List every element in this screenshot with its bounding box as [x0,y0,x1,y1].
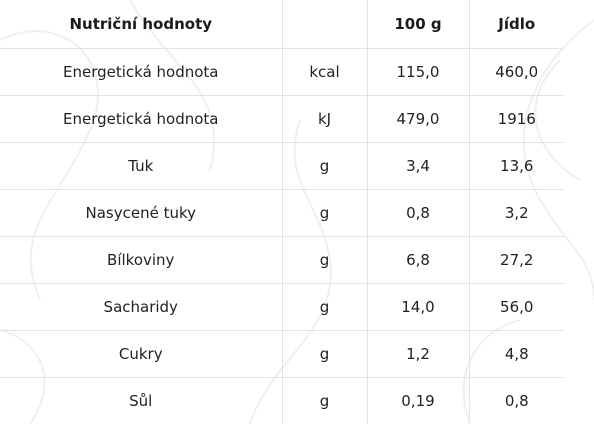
nutrient-unit: g [281,377,367,424]
table-row: Sacharidy g 14,0 56,0 [0,283,564,331]
nutrient-per-100g: 479,0 [366,95,469,143]
table-header-row: Nutriční hodnoty 100 g Jídlo [0,0,564,49]
header-unit [281,0,367,49]
table-row: Sůl g 0,19 0,8 [0,377,564,424]
nutrient-unit: g [281,142,367,190]
nutrient-unit: g [281,283,367,331]
nutrient-unit: g [281,189,367,237]
nutrient-per-100g: 0,19 [366,377,469,424]
table-row: Energetická hodnota kJ 479,0 1916 [0,95,564,143]
header-nutrition-values: Nutriční hodnoty [0,0,282,49]
nutrient-per-100g: 14,0 [366,283,469,331]
nutrient-name: Nasycené tuky [0,189,282,237]
nutrient-unit: g [281,236,367,284]
nutrient-name: Sacharidy [0,283,282,331]
nutrient-per-meal: 3,2 [468,189,564,237]
table-row: Bílkoviny g 6,8 27,2 [0,236,564,284]
nutrient-name: Bílkoviny [0,236,282,284]
header-per-meal: Jídlo [468,0,564,49]
nutrient-name: Energetická hodnota [0,95,282,143]
table-row: Tuk g 3,4 13,6 [0,142,564,190]
nutrient-per-meal: 4,8 [468,330,564,378]
nutrient-per-meal: 0,8 [468,377,564,424]
nutrient-per-meal: 460,0 [468,48,564,96]
nutrient-per-100g: 115,0 [366,48,469,96]
nutrition-table: Nutriční hodnoty 100 g Jídlo Energetická… [0,0,564,424]
nutrient-name: Tuk [0,142,282,190]
nutrient-unit: kJ [281,95,367,143]
nutrient-name: Energetická hodnota [0,48,282,96]
nutrient-name: Sůl [129,392,153,410]
nutrient-unit: kcal [281,48,367,96]
header-per-100g: 100 g [366,0,469,49]
nutrient-per-100g: 3,4 [366,142,469,190]
table-row: Energetická hodnota kcal 115,0 460,0 [0,48,564,96]
nutrient-per-meal: 1916 [468,95,564,143]
nutrient-per-100g: 6,8 [366,236,469,284]
nutrient-per-meal: 27,2 [468,236,564,284]
nutrient-per-100g: 0,8 [366,189,469,237]
nutrient-unit: g [281,330,367,378]
nutrient-name: Cukry [0,330,282,378]
nutrient-per-100g: 1,2 [366,330,469,378]
nutrient-per-meal: 13,6 [468,142,564,190]
nutrient-per-meal: 56,0 [468,283,564,331]
table-row: Cukry g 1,2 4,8 [0,330,564,378]
table-row: Nasycené tuky g 0,8 3,2 [0,189,564,237]
